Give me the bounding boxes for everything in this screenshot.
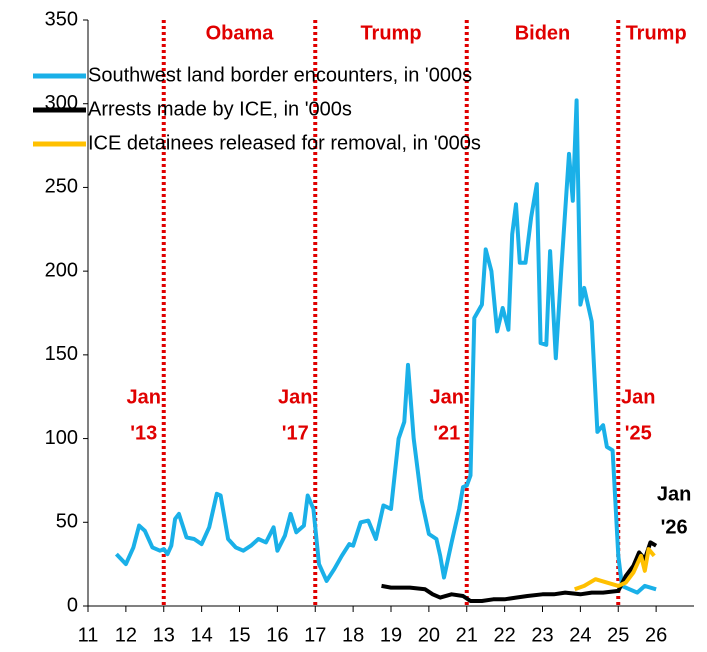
end-label: '26 — [661, 516, 688, 538]
vline-label: '25 — [625, 422, 652, 444]
vline-label: '21 — [433, 422, 460, 444]
vline-label: '17 — [282, 422, 309, 444]
series-line — [114, 98, 657, 595]
x-tick-label: 23 — [531, 624, 553, 646]
period-label: Trump — [360, 22, 421, 44]
x-tick-label: 21 — [456, 624, 478, 646]
x-tick-label: 17 — [304, 624, 326, 646]
x-tick-label: 25 — [607, 624, 629, 646]
series-line — [381, 540, 658, 603]
x-tick-label: 20 — [418, 624, 440, 646]
x-tick-label: 22 — [494, 624, 516, 646]
end-label: Jan — [657, 483, 691, 505]
x-tick-label: 11 — [78, 624, 99, 646]
y-tick-label: 200 — [45, 259, 78, 281]
x-tick-label: 16 — [266, 624, 288, 646]
vline-label: Jan — [621, 386, 655, 408]
period-label: Obama — [206, 22, 275, 44]
y-tick-label: 100 — [45, 427, 78, 449]
y-tick-label: 250 — [45, 176, 78, 198]
x-tick-label: 14 — [191, 624, 213, 646]
x-tick-label: 26 — [645, 624, 667, 646]
x-tick-label: 15 — [228, 624, 250, 646]
x-tick-label: 19 — [380, 624, 402, 646]
vline-label: Jan — [127, 386, 161, 408]
vline-label: Jan — [430, 386, 464, 408]
y-tick-label: 350 — [45, 8, 78, 30]
vline-label: '13 — [130, 422, 157, 444]
y-tick-label: 50 — [56, 511, 78, 533]
x-tick-label: 12 — [115, 624, 137, 646]
y-tick-label: 150 — [45, 343, 78, 365]
period-label: Biden — [515, 22, 571, 44]
legend-label: Southwest land border encounters, in '00… — [88, 64, 472, 86]
x-tick-label: 18 — [342, 624, 364, 646]
legend-label: Arrests made by ICE, in '000s — [88, 98, 352, 120]
vline-label: Jan — [278, 386, 312, 408]
period-label: Trump — [626, 22, 687, 44]
legend-label: ICE detainees released for removal, in '… — [88, 132, 481, 154]
x-tick-label: 13 — [153, 624, 175, 646]
series-line — [574, 547, 656, 592]
x-tick-label: 24 — [569, 624, 591, 646]
y-tick-label: 0 — [67, 594, 78, 616]
